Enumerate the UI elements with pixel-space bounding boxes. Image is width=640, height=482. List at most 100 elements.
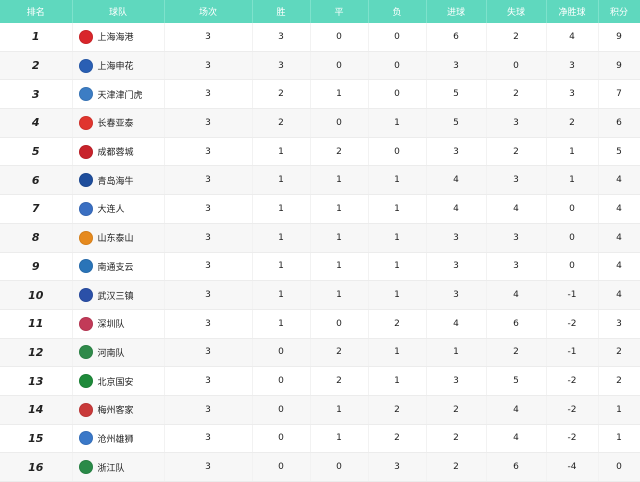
table-row[interactable]: 4 长春亚泰 3 2 0 1 5 3 2 6 [0,108,640,138]
table-row[interactable]: 13 北京国安 3 0 2 1 3 5 -2 2 [0,366,640,396]
team-name[interactable]: 南通支云 [97,262,134,273]
team-wrap: 上海申花 [78,58,164,73]
goals-for-cell: 3 [426,51,487,81]
header-row: 排名 球队 场次 胜 平 负 进球 失球 净胜球 积分 [0,0,640,23]
table-row[interactable]: 7 大连人 3 1 1 1 4 4 0 4 [0,194,640,224]
goals-for-cell: 4 [426,194,487,224]
team-name[interactable]: 浙江队 [97,463,125,474]
header-team[interactable]: 球队 [72,0,165,23]
team-cell[interactable]: 青岛海牛 [72,165,165,196]
goals-against-cell: 2 [486,338,547,368]
team-name[interactable]: 深圳队 [97,320,125,331]
team-name[interactable]: 成都蓉城 [97,148,134,159]
table-row[interactable]: 16 浙江队 3 0 0 3 2 6 -4 0 [0,452,640,482]
points-cell: 1 [598,395,640,425]
team-cell[interactable]: 沧州雄狮 [72,424,165,454]
team-name[interactable]: 武汉三镇 [97,291,134,302]
team-cell[interactable]: 北京国安 [72,366,165,396]
goals-against-cell: 3 [486,223,547,253]
team-wrap: 天津津门虎 [78,87,164,102]
team-cell[interactable]: 河南队 [72,338,165,368]
table-row[interactable]: 6 青岛海牛 3 1 1 1 4 3 1 4 [0,165,640,196]
header-played[interactable]: 场次 [164,0,253,23]
team-name[interactable]: 青岛海牛 [97,176,134,187]
played-cell: 3 [164,108,253,138]
team-cell[interactable]: 浙江队 [72,452,165,482]
team-cell[interactable]: 南通支云 [72,252,165,282]
team-wrap: 成都蓉城 [78,144,164,159]
team-logo-icon [78,288,93,303]
drawn-cell: 0 [310,452,369,482]
team-cell[interactable]: 上海申花 [72,51,165,81]
header-goal-diff[interactable]: 净胜球 [546,0,599,23]
goals-for-cell: 3 [426,223,487,253]
goals-against-cell: 4 [486,395,547,425]
team-name[interactable]: 梅州客家 [97,406,134,417]
table-row[interactable]: 9 南通支云 3 1 1 1 3 3 0 4 [0,252,640,282]
table-row[interactable]: 15 沧州雄狮 3 0 1 2 2 4 -2 1 [0,424,640,454]
table-row[interactable]: 8 山东泰山 3 1 1 1 3 3 0 4 [0,223,640,253]
team-name[interactable]: 上海海港 [97,33,134,44]
drawn-cell: 1 [310,424,369,454]
lost-cell: 2 [368,424,427,454]
team-name[interactable]: 天津津门虎 [97,90,143,101]
team-logo-icon [78,173,93,188]
team-cell[interactable]: 大连人 [72,194,165,224]
goal-diff-cell: 1 [546,137,599,167]
team-name[interactable]: 大连人 [97,205,125,216]
header-drawn[interactable]: 平 [310,0,369,23]
header-lost[interactable]: 负 [368,0,427,23]
team-wrap: 沧州雄狮 [78,431,164,446]
team-wrap: 梅州客家 [78,402,164,417]
header-goals-for[interactable]: 进球 [426,0,487,23]
rank-cell: 7 [0,194,73,224]
table-row[interactable]: 1 上海海港 3 3 0 0 6 2 4 9 [0,23,640,52]
team-cell[interactable]: 上海海港 [72,23,165,52]
goal-diff-cell: 1 [546,165,599,196]
team-cell[interactable]: 长春亚泰 [72,108,165,138]
team-cell[interactable]: 梅州客家 [72,395,165,425]
header-goals-against[interactable]: 失球 [486,0,547,23]
header-won[interactable]: 胜 [252,0,311,23]
drawn-cell: 2 [310,366,369,396]
played-cell: 3 [164,309,253,339]
team-cell[interactable]: 天津津门虎 [72,79,165,110]
team-name[interactable]: 山东泰山 [97,234,134,245]
goals-for-cell: 3 [426,137,487,167]
table-row[interactable]: 2 上海申花 3 3 0 0 3 0 3 9 [0,51,640,81]
rank-cell: 6 [0,165,73,196]
goal-diff-cell: 2 [546,108,599,138]
table-row[interactable]: 5 成都蓉城 3 1 2 0 3 2 1 5 [0,137,640,167]
goal-diff-cell: -2 [546,309,599,339]
team-cell[interactable]: 深圳队 [72,309,165,339]
team-name[interactable]: 沧州雄狮 [97,434,134,445]
table-row[interactable]: 11 深圳队 3 1 0 2 4 6 -2 3 [0,309,640,339]
drawn-cell: 0 [310,23,369,52]
team-wrap: 南通支云 [78,259,164,274]
played-cell: 3 [164,51,253,81]
won-cell: 1 [252,165,311,196]
drawn-cell: 0 [310,108,369,138]
table-row[interactable]: 3 天津津门虎 3 2 1 0 5 2 3 7 [0,79,640,110]
rank-cell: 4 [0,108,73,138]
team-name[interactable]: 河南队 [97,348,125,359]
header-rank[interactable]: 排名 [0,0,73,23]
header-points[interactable]: 积分 [598,0,640,23]
goal-diff-cell: 3 [546,79,599,110]
team-name[interactable]: 长春亚泰 [97,119,134,130]
table-row[interactable]: 10 武汉三镇 3 1 1 1 3 4 -1 4 [0,280,640,310]
lost-cell: 1 [368,338,427,368]
team-cell[interactable]: 武汉三镇 [72,280,165,310]
goal-diff-cell: 0 [546,194,599,224]
team-cell[interactable]: 山东泰山 [72,223,165,253]
won-cell: 3 [252,51,311,81]
team-logo-icon [78,374,93,389]
rank-cell: 12 [0,338,73,368]
rank-cell: 2 [0,51,73,81]
table-row[interactable]: 14 梅州客家 3 0 1 2 2 4 -2 1 [0,395,640,425]
lost-cell: 1 [368,108,427,138]
table-row[interactable]: 12 河南队 3 0 2 1 1 2 -1 2 [0,338,640,368]
team-name[interactable]: 北京国安 [97,377,134,388]
team-cell[interactable]: 成都蓉城 [72,137,165,167]
team-name[interactable]: 上海申花 [97,62,134,73]
